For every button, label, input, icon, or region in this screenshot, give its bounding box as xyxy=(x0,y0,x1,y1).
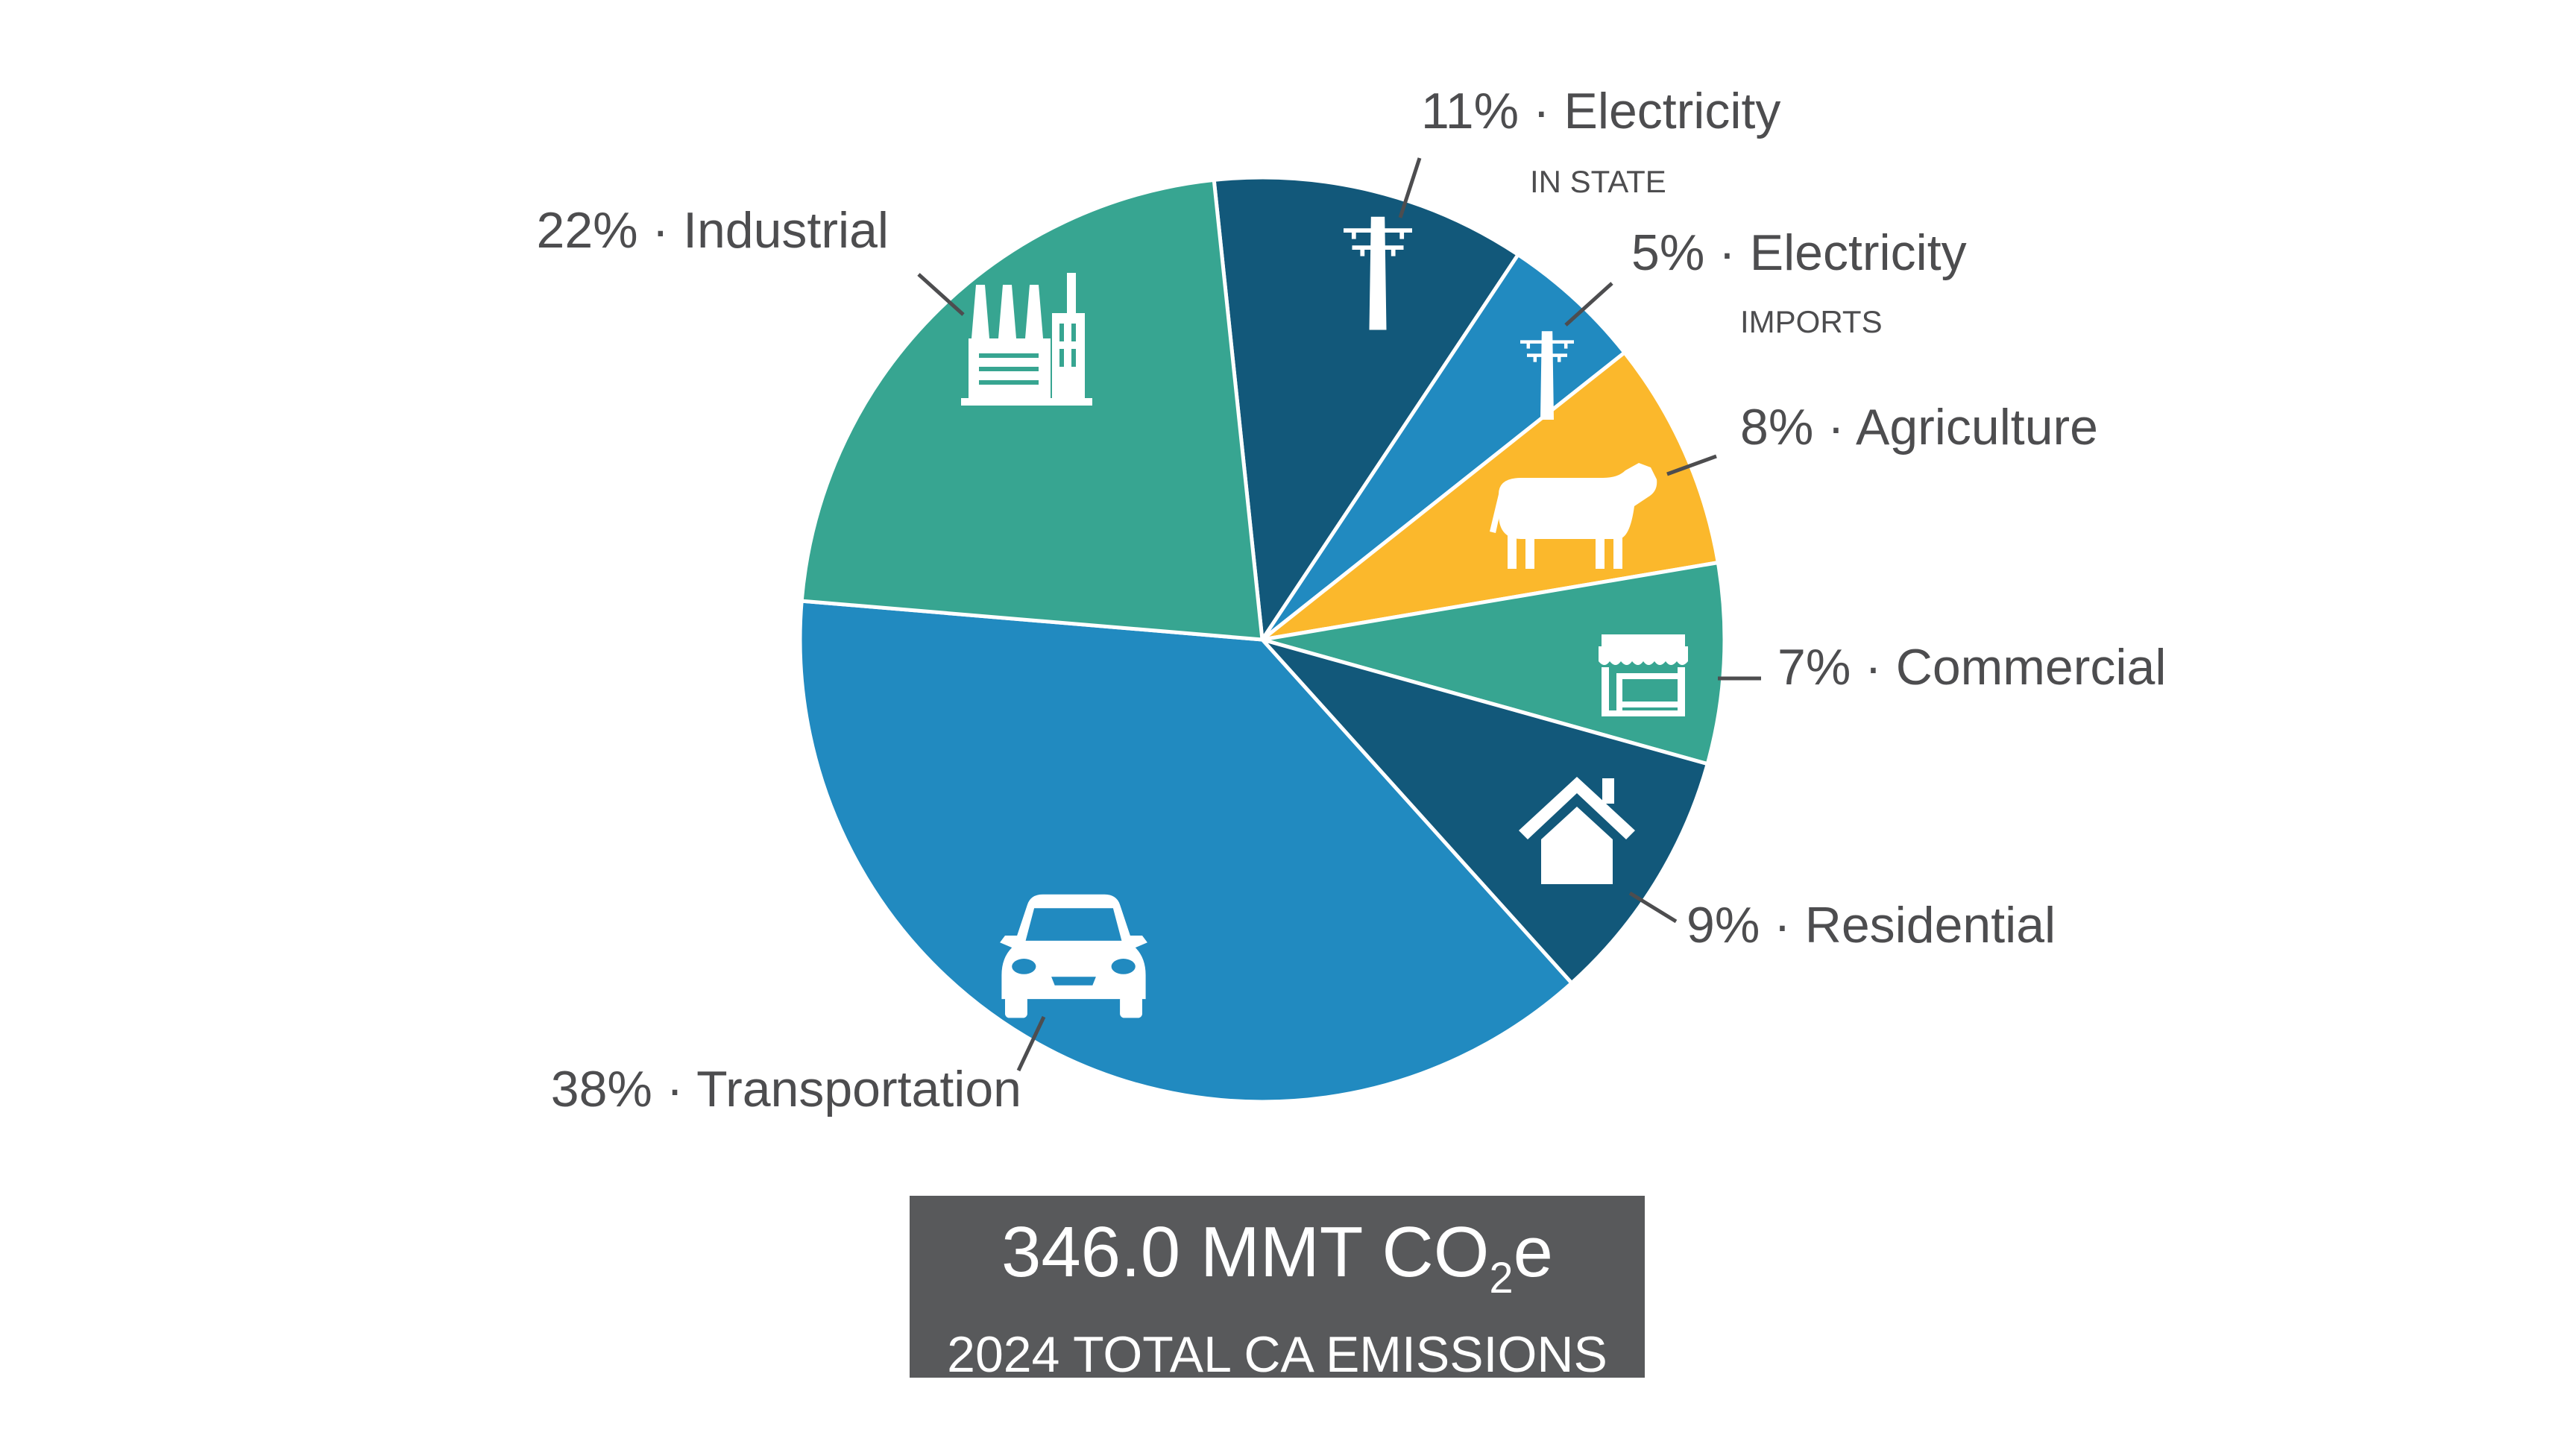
pie-slice-6 xyxy=(798,599,1574,1104)
total-value-suffix: e xyxy=(1513,1212,1554,1292)
slice-sublabel: IN STATE xyxy=(1530,164,1666,199)
total-value-text: 346.0 MMT CO xyxy=(1001,1212,1490,1292)
pie-slice-5 xyxy=(1260,637,1710,986)
leader-lines xyxy=(917,157,1761,1072)
slice-icons xyxy=(961,216,1688,1018)
storefront-icon xyxy=(1599,634,1688,716)
factory-icon xyxy=(961,273,1092,406)
leader-line xyxy=(1564,282,1613,327)
pie-slice-7 xyxy=(799,177,1265,642)
power-tower-icon xyxy=(1520,331,1575,420)
total-value: 346.0 MMT CO2e xyxy=(910,1217,1645,1314)
total-caption: 2024 TOTAL CA EMISSIONS xyxy=(947,1326,1607,1383)
slice-label: 9% · Residential xyxy=(1687,897,2056,953)
leader-line xyxy=(1666,454,1717,476)
pie-slices xyxy=(798,175,1727,1104)
slice-label: 11% · Electricity xyxy=(1421,83,1780,139)
slice-label: 8% · Agriculture xyxy=(1740,399,2098,455)
slice-sublabel: IMPORTS xyxy=(1740,304,1883,339)
cow-icon xyxy=(1490,463,1657,569)
pie-slice-2 xyxy=(1260,253,1627,642)
leader-line xyxy=(1398,157,1422,218)
pie-slice-1 xyxy=(1212,175,1520,642)
power-tower-icon xyxy=(1344,216,1412,330)
total-emissions-box: 346.0 MMT CO2e 2024 TOTAL CA EMISSIONS xyxy=(910,1196,1645,1383)
leader-line xyxy=(1016,1015,1046,1072)
total-value-subscript: 2 xyxy=(1489,1254,1514,1302)
slice-label: 5% · Electricity xyxy=(1631,224,1967,281)
slice-label: 7% · Commercial xyxy=(1777,639,2166,696)
leader-line xyxy=(917,273,965,316)
car-icon xyxy=(1000,894,1147,1018)
slice-label: 22% · Industrial xyxy=(537,202,889,259)
slice-labels: 11% · Electricity IN STATE 5% · Electricit… xyxy=(537,83,2167,1117)
slice-label: 38% · Transportation xyxy=(551,1061,1021,1117)
house-icon xyxy=(1519,777,1635,884)
leader-line xyxy=(1628,891,1678,924)
